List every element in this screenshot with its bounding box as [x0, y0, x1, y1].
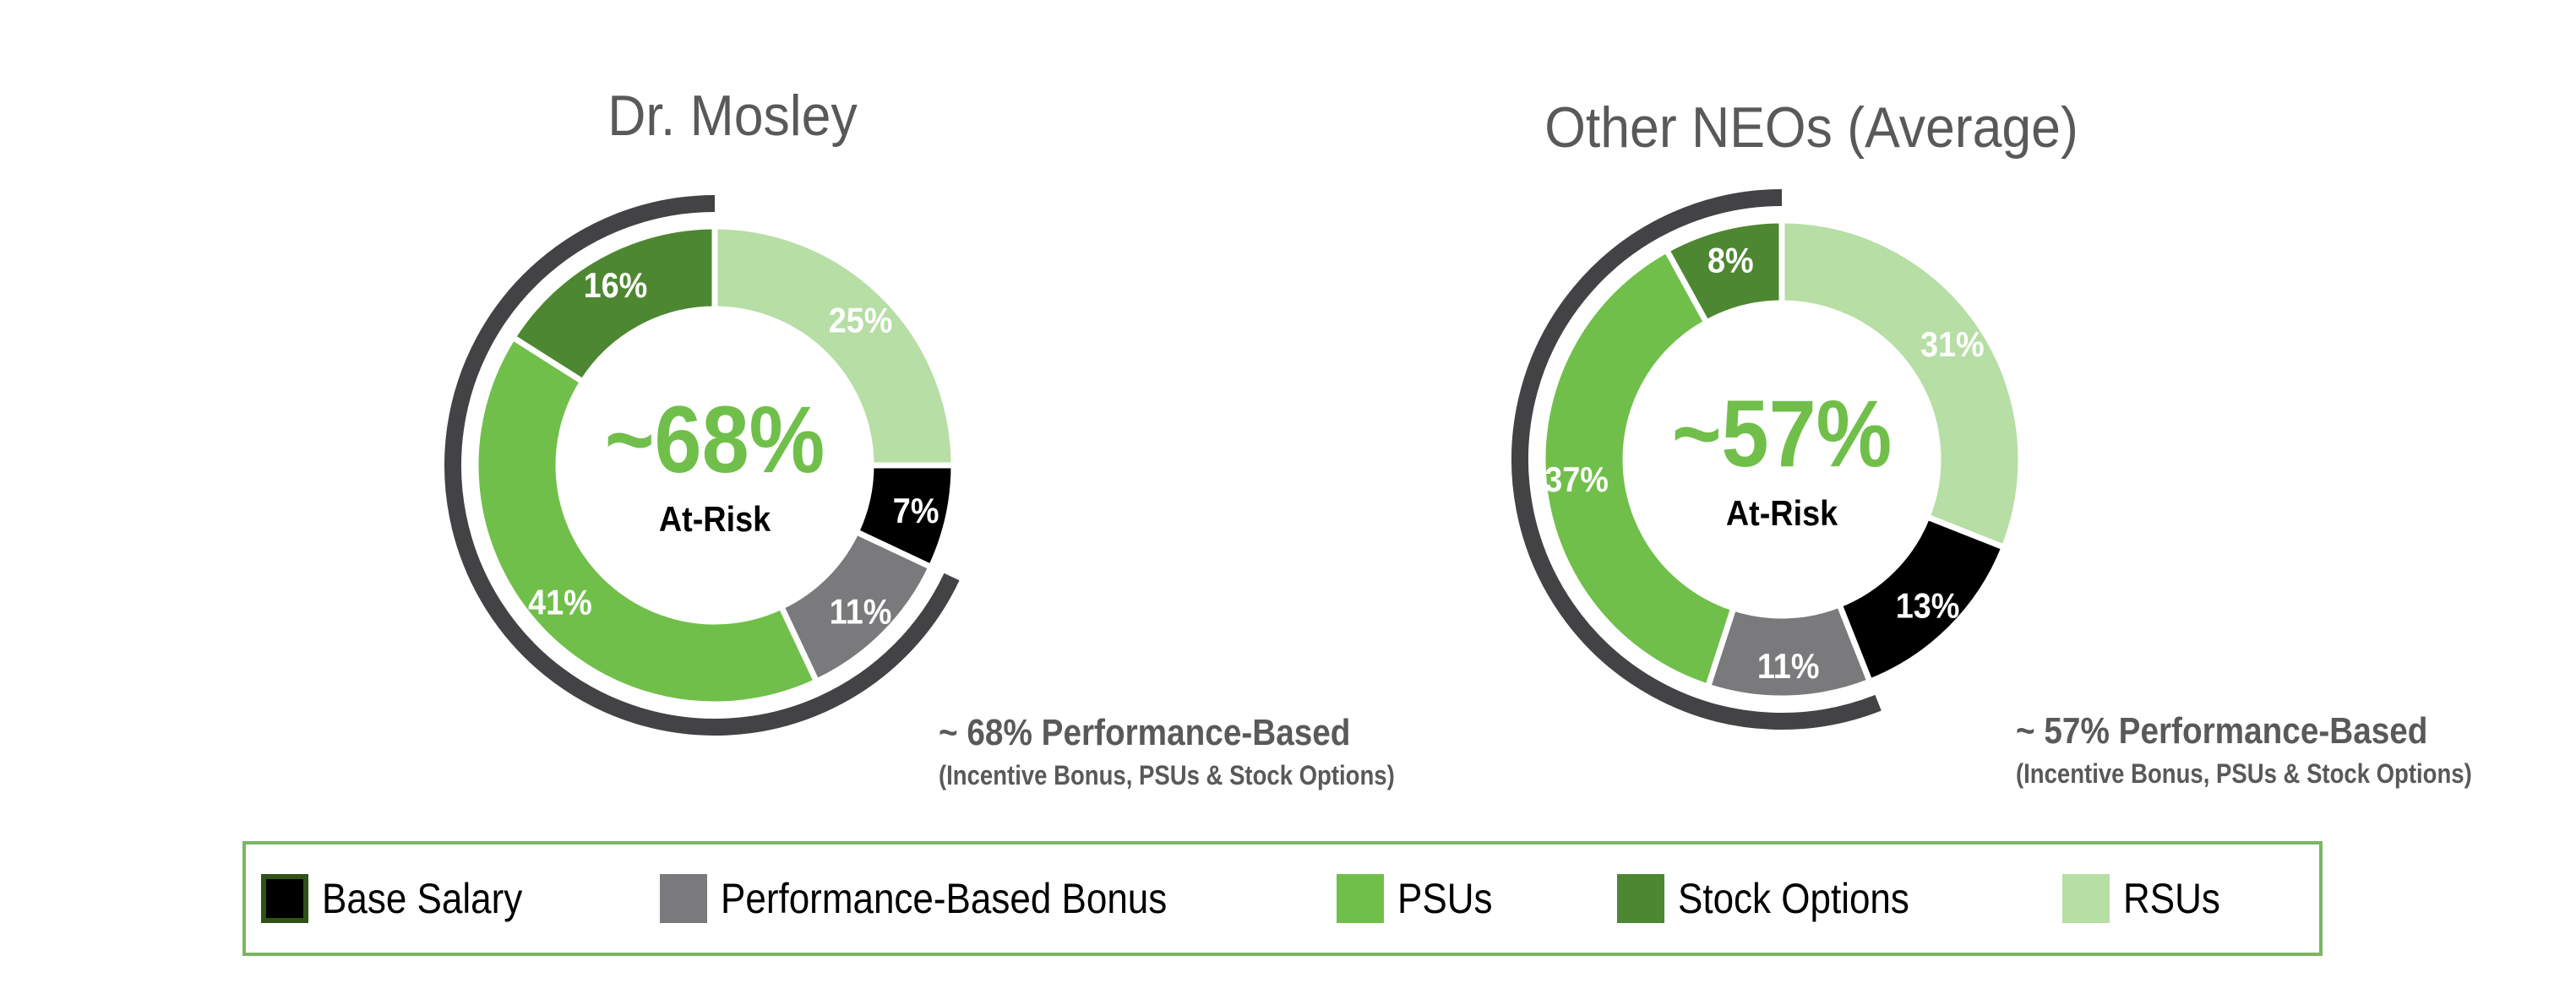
- legend-swatch-stock-options: [1617, 874, 1664, 923]
- donut-segment-stock_options: [509, 223, 718, 386]
- legend-swatch-psus: [1337, 874, 1384, 923]
- donut-segment-psus: [1539, 246, 1738, 691]
- segment-label: 25%: [829, 301, 893, 340]
- legend-label: PSUs: [1397, 875, 1493, 922]
- annotation-mosley: ~ 68% Performance-Based (Incentive Bonus…: [939, 711, 1469, 792]
- segment-label: 31%: [1920, 325, 1985, 364]
- segment-label: 11%: [830, 593, 892, 632]
- center-value: ~57%: [1672, 381, 1893, 486]
- segment-label: 13%: [1896, 587, 1960, 626]
- legend-item-base-salary: Base Salary: [261, 845, 550, 953]
- donut-segment-rsus: [711, 223, 957, 469]
- legend-item-psus: PSUs: [1337, 845, 1506, 953]
- segment-label: 8%: [1707, 242, 1754, 280]
- legend-label: Performance-Based Bonus: [721, 875, 1168, 922]
- segment-label: 37%: [1544, 460, 1609, 499]
- legend: Base Salary Performance-Based Bonus PSUs…: [242, 841, 2323, 956]
- legend-label: Base Salary: [322, 875, 523, 922]
- annotation-line2: (Incentive Bonus, PSUs & Stock Options): [939, 760, 1395, 790]
- legend-swatch-base-salary: [261, 874, 308, 923]
- center-value: ~68%: [605, 387, 825, 492]
- center-label: At-Risk: [659, 500, 771, 539]
- donut-segment-psus: [472, 333, 821, 708]
- legend-item-rsus: RSUs: [2062, 845, 2234, 953]
- legend-swatch-rsus: [2062, 874, 2110, 923]
- annotation-line1: ~ 57% Performance-Based: [2016, 710, 2428, 752]
- segment-label: 7%: [893, 492, 939, 530]
- legend-item-stock-options: Stock Options: [1617, 845, 1941, 953]
- annotation-line2: (Incentive Bonus, PSUs & Stock Options): [2016, 758, 2472, 789]
- chart-title-other-neos: Other NEOs (Average): [1544, 95, 2078, 160]
- donut-segment-rsus: [1778, 217, 2024, 551]
- segment-label: 41%: [528, 584, 592, 622]
- segment-label: 11%: [1757, 647, 1820, 686]
- legend-label: RSUs: [2123, 875, 2220, 922]
- legend-swatch-bonus: [660, 874, 707, 923]
- legend-label: Stock Options: [1678, 875, 1909, 922]
- performance-based-arc: [1511, 189, 1882, 730]
- annotation-line1: ~ 68% Performance-Based: [939, 712, 1351, 753]
- chart-title-mosley: Dr. Mosley: [607, 84, 858, 148]
- annotation-other-neos: ~ 57% Performance-Based (Incentive Bonus…: [2016, 709, 2546, 790]
- segment-label: 16%: [584, 266, 648, 305]
- performance-based-arc: [444, 195, 960, 736]
- donut-segment-stock_options: [1662, 217, 1785, 327]
- legend-item-bonus: Performance-Based Bonus: [660, 845, 1228, 953]
- center-label: At-Risk: [1726, 494, 1838, 533]
